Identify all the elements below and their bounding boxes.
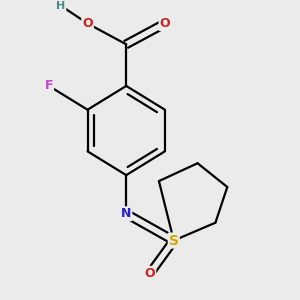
Text: O: O [82,17,93,30]
Text: S: S [169,233,179,248]
Text: F: F [45,80,53,92]
Text: O: O [145,267,155,280]
Text: H: H [56,1,65,11]
Text: N: N [121,207,131,220]
Text: O: O [160,17,170,30]
